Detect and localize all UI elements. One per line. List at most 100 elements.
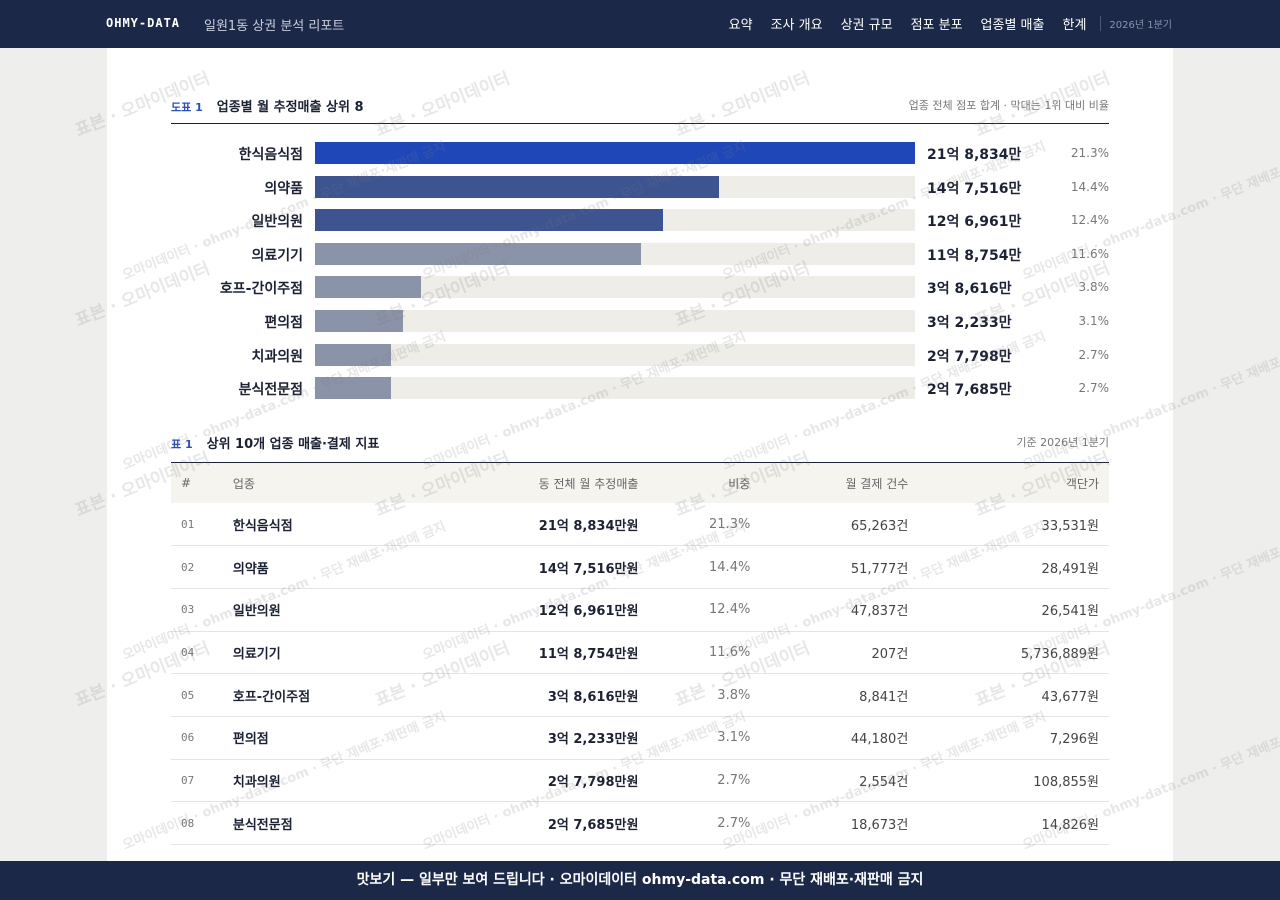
- share-label: 12.4%: [1070, 213, 1109, 228]
- table-row: 06 편의점 3억 2,233만원 3.1% 44,180건 7,296원: [171, 716, 1109, 760]
- bar: [315, 209, 664, 232]
- cell: 06: [171, 716, 223, 760]
- bar-row: 호프-간이주점 3억 8,616만 3.8%: [171, 276, 1109, 299]
- nav-item[interactable]: 점포 분포: [910, 18, 963, 33]
- share-label: 2.7%: [1078, 347, 1110, 362]
- bar-track: [315, 377, 915, 400]
- header-row: # 업종 동 전체 월 추정매출 비중 월 결제 건수 객단가: [171, 463, 1109, 503]
- table-tag: 표 1: [171, 438, 193, 451]
- bar: [315, 276, 421, 299]
- table-row: 05 호프-간이주점 3억 8,616만원 3.8% 8,841건 43,677원: [171, 673, 1109, 717]
- table-row: 07 치과의원 2억 7,798만원 2.7% 2,554건 108,855원: [171, 759, 1109, 803]
- share-label: 2.7%: [1078, 381, 1110, 396]
- column-header: 비중: [648, 463, 761, 503]
- cell: 2,554건: [760, 759, 919, 803]
- cell: 21.3%: [648, 503, 761, 547]
- cell: 28,491원: [918, 545, 1109, 589]
- rule: [171, 123, 1109, 124]
- column-header: #: [171, 463, 223, 503]
- nav-item[interactable]: 업종별 매출: [980, 18, 1045, 33]
- bar-label: 분식전문점: [238, 382, 303, 399]
- bar-label: 의료기기: [251, 247, 303, 264]
- cell: 3.8%: [648, 673, 761, 717]
- top-bar: OHMY-DATA 일원1동 상권 분석 리포트 요약 조사 개요 상권 규모 점포 …: [0, 0, 1280, 48]
- bar-track: [315, 310, 915, 332]
- cell: 14억 7,516만원: [411, 545, 649, 589]
- value-label: 12억 6,961만: [927, 214, 1022, 231]
- cell: 207건: [760, 631, 919, 675]
- column-header: 업종: [222, 463, 412, 503]
- share-label: 14.4%: [1070, 179, 1109, 194]
- table-title: 상위 10개 업종 매출·결제 지표: [206, 437, 380, 452]
- bar-label: 일반의원: [251, 214, 303, 231]
- cell: 의약품: [222, 545, 412, 589]
- cell: 2억 7,685만원: [411, 801, 649, 845]
- cell: 한식음식점: [222, 503, 412, 547]
- cell: 2억 7,798만원: [411, 759, 649, 803]
- cell: 12.4%: [648, 588, 761, 632]
- table-row: 08 분식전문점 2억 7,685만원 2.7% 18,673건 14,826원: [171, 801, 1109, 845]
- column-header: 월 결제 건수: [760, 463, 919, 503]
- cell: 43,677원: [918, 673, 1109, 717]
- cell: 11.6%: [648, 631, 761, 675]
- bar-label: 의약품: [264, 180, 303, 197]
- nav-item[interactable]: 요약: [728, 18, 753, 33]
- bar: [315, 343, 392, 366]
- cell: 51,777건: [760, 545, 919, 589]
- value-label: 11억 8,754만: [927, 247, 1022, 264]
- column-header: 객단가: [918, 463, 1109, 503]
- cell: 01: [171, 503, 223, 547]
- cell: 108,855원: [918, 759, 1109, 803]
- nav: 요약 조사 개요 상권 규모 점포 분포 업종별 매출 한계 2026년 1분기: [711, 14, 1172, 33]
- share-label: 21.3%: [1070, 146, 1109, 160]
- bar-row: 의료기기 11억 8,754만 11.6%: [171, 242, 1109, 265]
- cell: 08: [171, 801, 223, 845]
- value-label: 2억 7,798만: [927, 348, 1012, 365]
- cell: 2.7%: [648, 801, 761, 845]
- nav-item[interactable]: 상권 규모: [840, 18, 893, 33]
- bar-label: 한식음식점: [238, 147, 303, 163]
- bar-track: [315, 276, 915, 299]
- table-body: 01 한식음식점 21억 8,834만원 21.3% 65,263건 33,531원 02 의…: [171, 503, 1109, 845]
- figure-title: 업종별 월 추정매출 상위 8: [216, 100, 364, 115]
- cell: 일반의원: [222, 588, 412, 632]
- rule: [171, 462, 1109, 463]
- content-card: 도표 1 업종별 월 추정매출 상위 8 업종 전체 점포 합계 · 막대는 1위…: [107, 48, 1173, 861]
- value-label: 14억 7,516만: [927, 180, 1022, 197]
- table-header: 표 1 상위 10개 업종 매출·결제 지표 기준 2026년 1분기: [171, 433, 1109, 452]
- cell: 11억 8,754만원: [411, 631, 649, 675]
- cell: 05: [171, 673, 223, 717]
- brand[interactable]: OHMY-DATA: [106, 16, 181, 30]
- period: 2026년 1분기: [1100, 16, 1172, 31]
- cell: 편의점: [222, 716, 412, 760]
- bar: [315, 310, 404, 332]
- value-label: 3억 8,616만: [927, 281, 1012, 298]
- cell: 65,263건: [760, 503, 919, 547]
- table-note: 기준 2026년 1분기: [1016, 436, 1109, 449]
- bar-track: [315, 343, 915, 366]
- bar-label: 호프-간이주점: [219, 281, 303, 298]
- bar-label: 치과의원: [251, 348, 303, 365]
- nav-item[interactable]: 한계: [1062, 18, 1087, 33]
- cell: 5,736,889원: [918, 631, 1109, 675]
- bar-row: 치과의원 2억 7,798만 2.7%: [171, 343, 1110, 366]
- table-row: 01 한식음식점 21억 8,834만원 21.3% 65,263건 33,531원: [171, 503, 1109, 547]
- footer-banner: 맛보기 — 일부만 보여 드립니다 · 오마이데이터 ohmy-data.com…: [0, 861, 1280, 900]
- nav-item[interactable]: 조사 개요: [770, 18, 823, 33]
- bar: [315, 142, 915, 164]
- cell: 3억 2,233만원: [411, 716, 649, 760]
- cell: 47,837건: [760, 588, 919, 632]
- cell: 8,841건: [760, 673, 919, 717]
- value-label: 3억 2,233만: [927, 315, 1012, 331]
- cell: 14.4%: [648, 545, 761, 589]
- cell: 7,296원: [918, 716, 1109, 760]
- cell: 의료기기: [222, 631, 412, 675]
- cell: 분식전문점: [222, 801, 412, 845]
- value-label: 21억 8,834만: [927, 147, 1022, 163]
- cell: 44,180건: [760, 716, 919, 760]
- bar: [315, 377, 391, 400]
- cell: 02: [171, 545, 223, 589]
- bar-row: 의약품 14억 7,516만 14.4%: [171, 175, 1109, 198]
